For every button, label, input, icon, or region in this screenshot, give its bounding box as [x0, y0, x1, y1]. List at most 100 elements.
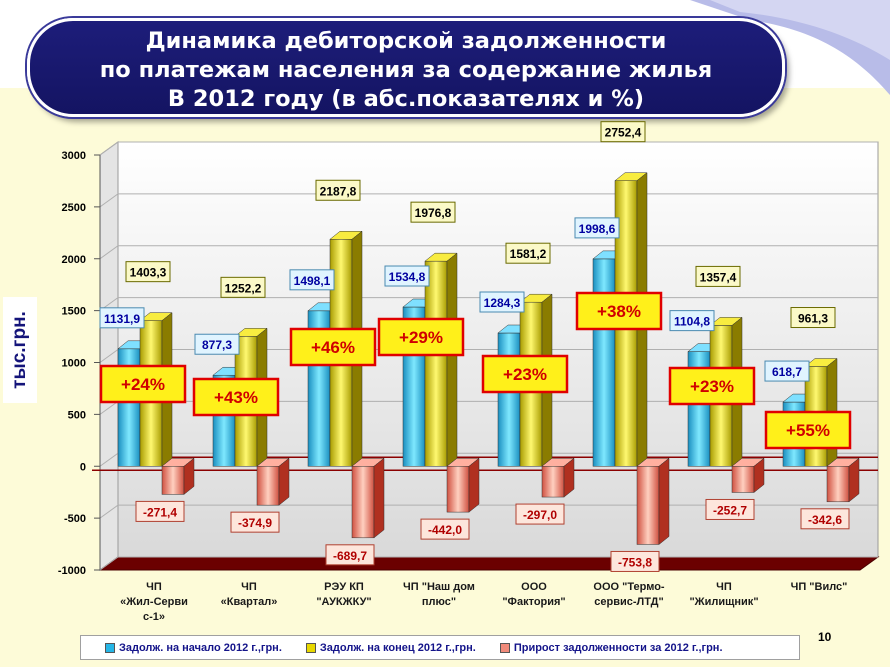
data-label-growth-box [135, 500, 185, 522]
data-label-end-box [220, 276, 266, 298]
data-label-growth: -442,0 [420, 518, 470, 540]
data-label-end-box [410, 201, 456, 223]
x-category-label: ЧП [716, 581, 732, 593]
data-label-growth-text: -252,7 [713, 503, 747, 517]
data-label-growth-text: -374,9 [238, 516, 272, 530]
data-label-start: 1534,8 [384, 265, 430, 287]
data-label-start-text: 1131,9 [104, 312, 140, 326]
data-label-start: 1284,3 [479, 291, 525, 313]
growth-percent-callout: +24% [99, 364, 187, 404]
data-label-end: 1976,8 [410, 201, 456, 223]
x-category-label: ЧП "Вилс" [791, 581, 848, 593]
chart-legend: Задолж. на начало 2012 г.,грн. Задолж. н… [80, 635, 800, 660]
growth-percent-callout: +55% [764, 410, 852, 450]
data-label-start: 1131,9 [99, 307, 145, 329]
bar-growth [446, 457, 480, 513]
gridline [99, 504, 878, 519]
bar-growth-front [446, 466, 470, 513]
bar-end [424, 252, 458, 467]
x-category-label: ЧП "Наш дом [403, 581, 475, 593]
x-category-label: плюс" [422, 596, 456, 608]
y-tick-label: -1000 [58, 565, 86, 577]
data-label-growth: -271,4 [135, 500, 185, 522]
data-label-end-text: 2187,8 [320, 184, 357, 198]
data-label-end-box [505, 242, 551, 264]
y-tick-label: 2000 [62, 254, 86, 266]
page-title: Динамика дебиторской задолженности по пл… [30, 27, 782, 114]
data-label-end-text: 1581,2 [510, 247, 547, 261]
growth-percent-box [192, 377, 280, 417]
data-label-start: 618,7 [764, 360, 810, 382]
growth-percent-callout: +23% [481, 354, 569, 394]
growth-percent-callout: +46% [289, 327, 377, 367]
bar-start-front [592, 258, 616, 467]
growth-percent-box [481, 354, 569, 394]
growth-percent-text: +23% [503, 365, 547, 384]
data-label-start: 1104,8 [669, 310, 715, 332]
title-line-1: Динамика дебиторской задолженности [145, 28, 667, 54]
growth-percent-callout: +23% [668, 366, 756, 406]
data-label-end-text: 1976,8 [415, 206, 452, 220]
bar-growth-side [468, 457, 480, 513]
legend-item-end: Задолж. на конец 2012 г.,грн. [305, 642, 476, 654]
y-tick-label: 0 [80, 461, 86, 473]
data-label-growth-box [705, 498, 755, 520]
growth-percent-text: +46% [311, 338, 355, 357]
data-label-start-text: 1498,1 [294, 274, 331, 288]
data-label-end-box [790, 307, 836, 329]
y-tick-label: 3000 [62, 150, 86, 162]
data-label-start-text: 1284,3 [484, 296, 521, 310]
data-label-start: 877,3 [194, 333, 240, 355]
growth-percent-callout: +38% [575, 291, 663, 331]
data-label-growth-box [800, 508, 850, 530]
data-label-growth-box [230, 511, 280, 533]
y-axis-label-box [3, 297, 37, 403]
x-category-label: ЧП [146, 581, 162, 593]
data-label-start-box [289, 269, 335, 291]
decorative-swoosh [690, 0, 890, 95]
x-category-label: «Квартал» [221, 596, 278, 608]
page-number: 10 [818, 630, 832, 644]
growth-percent-text: +43% [214, 388, 258, 407]
data-label-end: 1357,4 [695, 265, 741, 287]
growth-percent-box [289, 327, 377, 367]
data-label-start-text: 877,3 [202, 338, 232, 352]
data-label-growth: -753,8 [610, 550, 660, 572]
growth-percent-text: +38% [597, 302, 641, 321]
data-label-growth-text: -297,0 [523, 508, 557, 522]
bar-growth-front [636, 466, 660, 545]
data-label-end-text: 1357,4 [700, 270, 737, 284]
data-label-end-box [600, 121, 646, 143]
data-label-start-box [764, 360, 810, 382]
x-category-label: "АУКЖКУ" [316, 596, 371, 608]
data-label-growth: -297,0 [515, 503, 565, 525]
bar-growth-front [541, 466, 565, 498]
bar-growth [351, 457, 385, 539]
bar-growth-side [848, 457, 860, 503]
bar-growth [256, 457, 290, 506]
growth-percent-text: +23% [690, 377, 734, 396]
data-label-end: 1581,2 [505, 242, 551, 264]
data-label-start-box [194, 333, 240, 355]
bar-growth [541, 457, 575, 498]
x-category-label: ЧП [241, 581, 257, 593]
growth-percent-callout: +29% [377, 317, 465, 357]
growth-percent-box [377, 317, 465, 357]
data-label-growth: -252,7 [705, 498, 755, 520]
x-category-label: «Жил-Серви [120, 596, 188, 608]
data-label-end-text: 961,3 [798, 312, 828, 326]
x-category-label: ООО "Термо- [593, 581, 665, 593]
data-label-start-text: 1534,8 [389, 270, 426, 284]
growth-percent-callout: +43% [192, 377, 280, 417]
bar-growth-side [753, 457, 765, 493]
data-label-start: 1498,1 [289, 269, 335, 291]
bar-growth [826, 457, 860, 503]
data-label-end-box [125, 261, 171, 283]
data-label-end: 2187,8 [315, 179, 361, 201]
data-label-end-box [695, 265, 741, 287]
data-label-growth: -374,9 [230, 511, 280, 533]
growth-percent-text: +24% [121, 375, 165, 394]
data-label-start-text: 1104,8 [674, 315, 710, 329]
data-label-growth: -342,6 [800, 508, 850, 530]
